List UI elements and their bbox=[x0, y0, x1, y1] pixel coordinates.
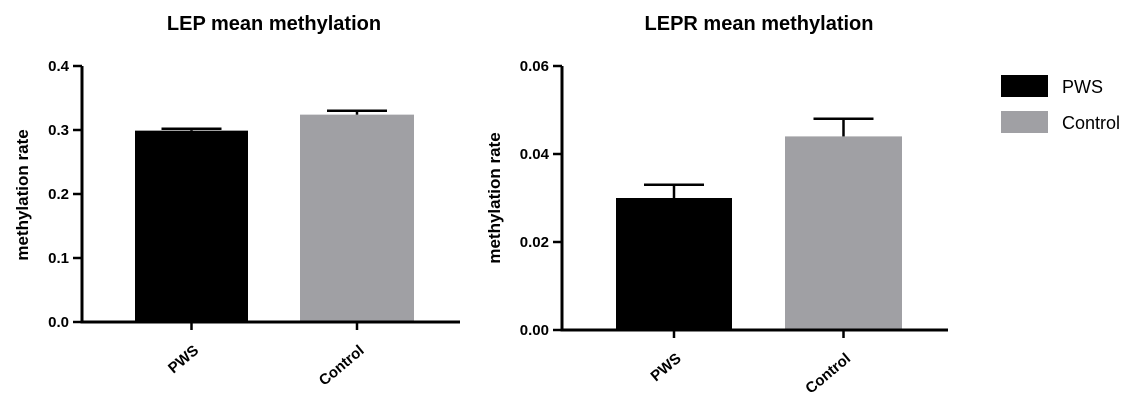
lepr-chart-title: LEPR mean methylation bbox=[645, 13, 874, 35]
lepr-y-axis-label: methylation rate bbox=[485, 132, 504, 263]
lep-x-tick-label-control: Control bbox=[316, 342, 368, 389]
lepr-bar-pws bbox=[616, 198, 732, 330]
lepr-x-tick-label-control: Control bbox=[802, 350, 854, 395]
legend-swatch-control bbox=[1001, 111, 1048, 133]
lep-chart-title: LEP mean methylation bbox=[167, 13, 381, 35]
lepr-bar-control bbox=[785, 136, 902, 330]
legend-label-control: Control bbox=[1062, 113, 1120, 133]
lep-bar-pws bbox=[135, 130, 248, 322]
lep-y-tick-label: 0.3 bbox=[48, 122, 69, 139]
lepr-y-tick-label: 0.00 bbox=[520, 322, 549, 339]
lepr-chart: LEPR mean methylation methylation rate P… bbox=[485, 13, 948, 395]
legend-swatch-pws bbox=[1001, 75, 1048, 97]
lep-x-tick-label-pws: PWS bbox=[165, 342, 202, 377]
lep-y-tick-label: 0.1 bbox=[48, 250, 69, 267]
lepr-y-tick-label: 0.04 bbox=[520, 146, 550, 163]
lep-y-tick-label: 0.0 bbox=[48, 314, 69, 331]
lepr-y-tick-label: 0.06 bbox=[520, 58, 549, 75]
lepr-y-tick-label: 0.02 bbox=[520, 234, 549, 251]
lep-y-tick-label: 0.2 bbox=[48, 186, 69, 203]
legend: PWS Control bbox=[1001, 75, 1120, 133]
lep-bar-control bbox=[300, 114, 414, 322]
lep-chart: LEP mean methylation methylation rate PW… bbox=[13, 13, 460, 389]
lep-y-axis-label: methylation rate bbox=[13, 129, 32, 260]
lepr-x-tick-label-pws: PWS bbox=[647, 350, 684, 385]
legend-label-pws: PWS bbox=[1062, 77, 1103, 97]
lep-y-tick-label: 0.4 bbox=[48, 58, 70, 75]
